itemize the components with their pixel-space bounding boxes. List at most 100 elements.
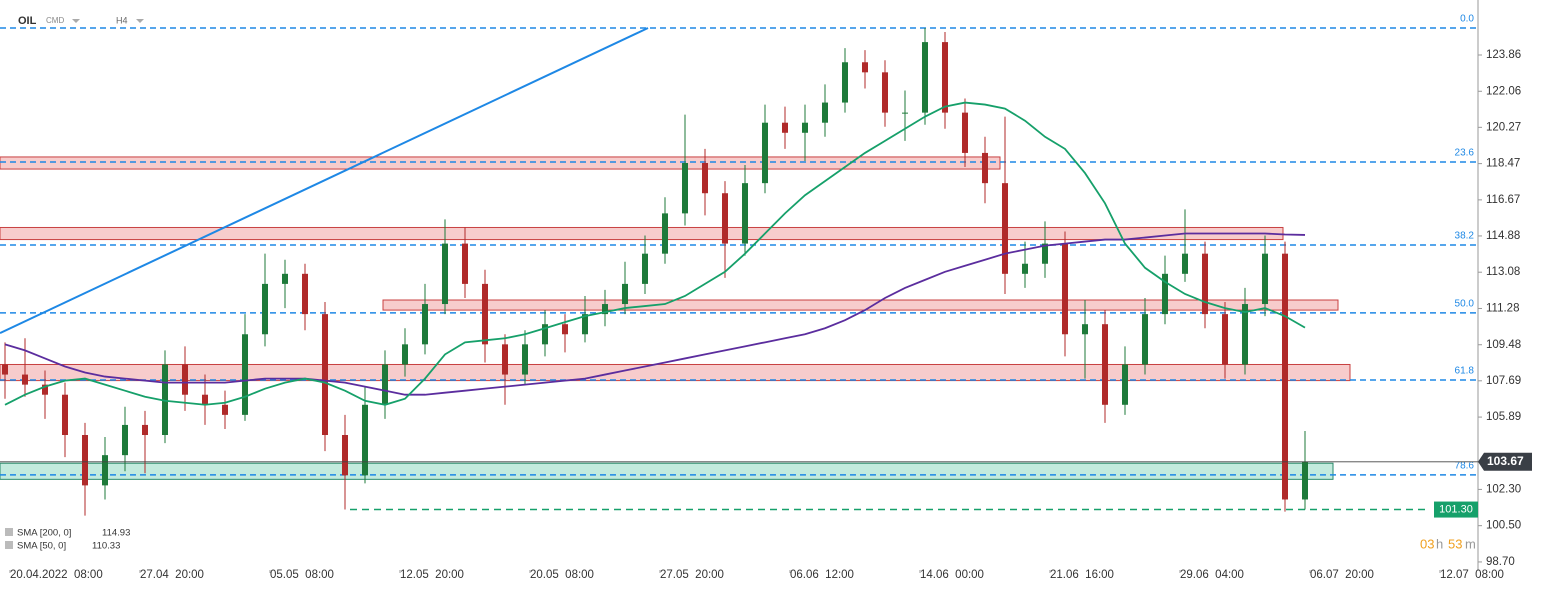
candle-body (42, 384, 48, 395)
candle-body (422, 304, 428, 345)
candle-body (842, 62, 848, 103)
trendline (0, 27, 649, 334)
zone (382, 299, 1339, 311)
countdown: 03 h 53 m (1420, 536, 1476, 551)
candle-body (1282, 253, 1288, 500)
countdown-hours: 03 (1420, 536, 1434, 551)
candle-body (742, 183, 748, 244)
candle-body (502, 344, 508, 375)
fib-label: 0.0 (1460, 14, 1474, 25)
candle-body (662, 213, 668, 254)
candle-body (1062, 243, 1068, 335)
x-tick-label: 20.05 08:00 (530, 569, 594, 581)
dropdown-icon[interactable] (136, 19, 144, 23)
current-price-label: 103.67 (1487, 454, 1524, 468)
y-tick-label: 98.70 (1486, 556, 1515, 568)
candle-body (1302, 461, 1308, 500)
candle-body (882, 72, 888, 113)
candle-body (222, 404, 228, 415)
candle-body (302, 273, 308, 315)
legend-icon[interactable] (5, 541, 13, 549)
candle-body (982, 152, 988, 184)
candle-body (322, 314, 328, 436)
y-tick-label: 114.88 (1486, 230, 1520, 242)
zone (0, 462, 1334, 480)
y-tick-label: 102.30 (1486, 483, 1521, 495)
y-tick-label: 107.69 (1486, 375, 1521, 387)
candle-body (962, 112, 968, 153)
legend-value: 110.33 (92, 541, 120, 552)
candle-body (682, 163, 688, 214)
candle-body (922, 42, 928, 113)
x-tick-label: 29.06 04:00 (1180, 569, 1244, 581)
countdown-unit: m (1465, 536, 1476, 551)
candle-body (1142, 314, 1148, 365)
market: CMD (46, 16, 64, 25)
y-tick-label: 118.47 (1486, 158, 1520, 170)
x-tick-label: 20.04.2022 08:00 (10, 569, 103, 581)
candle-body (1162, 273, 1168, 315)
candle-body (542, 324, 548, 345)
dropdown-icon[interactable] (72, 19, 80, 23)
candle-body (1262, 253, 1268, 305)
candle-body (522, 344, 528, 375)
y-tick-label: 113.08 (1486, 266, 1520, 278)
candle-body (642, 253, 648, 284)
candle-body (942, 42, 948, 113)
candle-body (242, 334, 248, 415)
candle-body (282, 273, 288, 284)
x-tick-label: 06.07 20:00 (1310, 569, 1374, 581)
candle-body (822, 102, 828, 123)
candle-body (762, 122, 768, 184)
fib-label: 50.0 (1455, 299, 1475, 310)
x-tick-label: 14.06 00:00 (920, 569, 984, 581)
candle-body (582, 314, 588, 335)
candle-body (342, 435, 348, 476)
candle-body (22, 374, 28, 385)
candle-body (722, 193, 728, 244)
candle-body (82, 435, 88, 486)
candle-body (1242, 304, 1248, 365)
sma-line (4, 232, 1306, 396)
candle-body (1042, 243, 1048, 264)
candle-body (802, 122, 808, 133)
y-tick-label: 111.28 (1486, 303, 1519, 315)
candle-body (102, 455, 108, 486)
legend-value: 114.93 (102, 528, 130, 539)
y-tick-label: 100.50 (1486, 520, 1521, 532)
candle-body (1082, 324, 1088, 335)
candle-body (122, 424, 128, 456)
candle-body (862, 62, 868, 73)
candle-body (202, 394, 208, 405)
legend-label: SMA [50, 0] (17, 541, 66, 552)
y-tick-label: 120.27 (1486, 121, 1521, 133)
zone (0, 156, 1001, 170)
candle-body (482, 283, 488, 345)
candle-body (622, 283, 628, 305)
legend: SMA [200, 0] 114.93 SMA [50, 0] 110.33 (5, 528, 130, 552)
x-tick-label: 27.05 20:00 (660, 569, 724, 581)
sma-line (4, 101, 1306, 406)
y-tick-label: 105.89 (1486, 411, 1521, 423)
candle-body (182, 364, 188, 395)
candle-body (142, 424, 148, 436)
interval[interactable]: H4 (116, 15, 128, 25)
candle-body (1002, 183, 1008, 274)
fib-label: 23.6 (1455, 148, 1475, 159)
x-tick-label: 05.05 08:00 (270, 569, 334, 581)
zone (0, 363, 1351, 382)
candle-body (162, 364, 168, 436)
x-tick-label: 27.04 20:00 (140, 569, 204, 581)
candle-body (782, 122, 788, 133)
candle-body (362, 404, 368, 476)
candle-body (902, 112, 908, 114)
x-tick-label: 21.06 16:00 (1050, 569, 1114, 581)
y-tick-label: 123.86 (1486, 49, 1521, 61)
fib-label: 38.2 (1455, 231, 1475, 242)
support-label-box (1434, 501, 1478, 518)
candle-body (442, 243, 448, 305)
legend-icon[interactable] (5, 528, 13, 536)
zone (0, 226, 1284, 241)
candle-body (62, 394, 68, 436)
